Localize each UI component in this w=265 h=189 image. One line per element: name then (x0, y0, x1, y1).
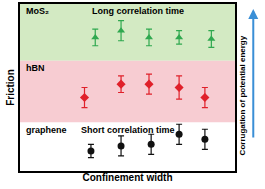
svg-text:Long correlation time: Long correlation time (92, 6, 184, 16)
svg-text:Corrugation of potential energ: Corrugation of potential energy (238, 35, 247, 155)
svg-text:Friction: Friction (5, 69, 16, 106)
svg-text:Short correlation time: Short correlation time (81, 125, 175, 135)
svg-text:hBN: hBN (26, 63, 45, 73)
svg-text:MoS₂: MoS₂ (26, 6, 49, 16)
svg-text:Confinement width: Confinement width (83, 172, 173, 183)
svg-text:graphene: graphene (26, 125, 67, 135)
